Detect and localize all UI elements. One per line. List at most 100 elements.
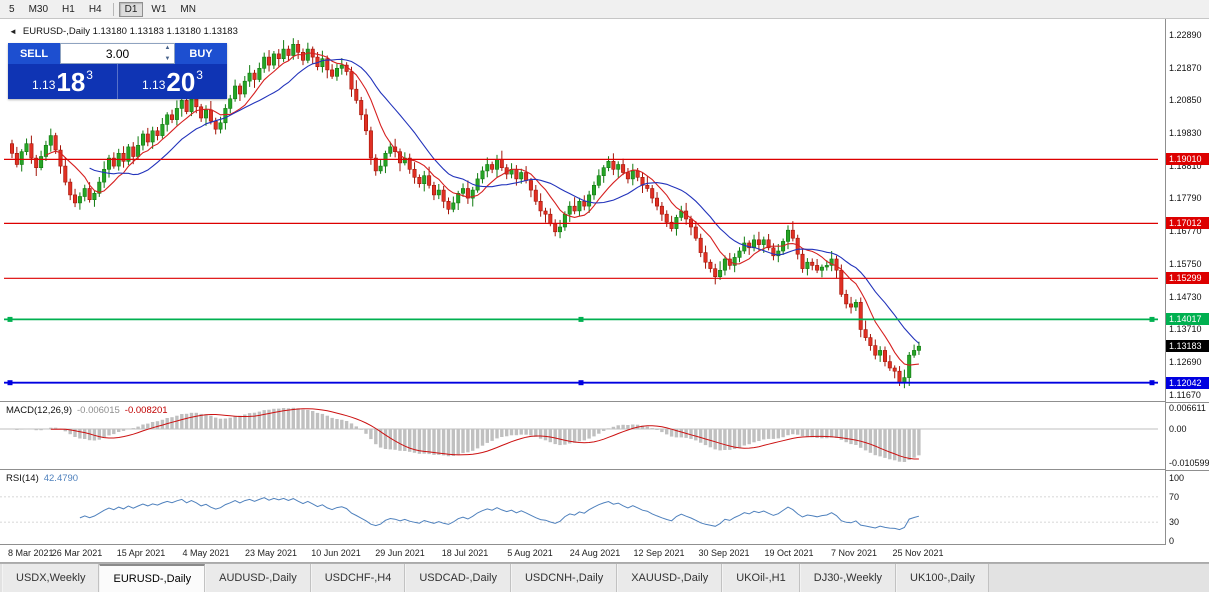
macd-histogram — [10, 407, 921, 462]
date-label: 4 May 2021 — [182, 548, 230, 558]
ma-slow-line — [89, 58, 920, 344]
line-handle[interactable] — [578, 316, 584, 322]
rsi-axis-tick: 0 — [1169, 536, 1175, 546]
timeframe-h4-button[interactable]: H4 — [88, 3, 102, 15]
date-label: 8 Mar 2021 — [8, 548, 54, 558]
date-label: 12 Sep 2021 — [633, 548, 685, 558]
time-axis: 8 Mar 2021 26 Mar 2021 15 Apr 2021 4 May 20… — [0, 545, 1209, 563]
price-tick: 1.18810 — [1169, 161, 1202, 171]
rsi-name: RSI(14) — [6, 473, 39, 484]
chart-tab-usdcnh-daily[interactable]: USDCNH-,Daily — [510, 564, 618, 592]
date-label: 19 Oct 2021 — [764, 548, 814, 558]
date-label: 5 Aug 2021 — [507, 548, 553, 558]
macd-axis-tick: -0.010599 — [1169, 458, 1209, 468]
date-label: 15 Apr 2021 — [116, 548, 166, 558]
timeframe-d1-button[interactable]: D1 — [118, 1, 144, 17]
timeframe-h1-button[interactable]: H1 — [62, 3, 75, 15]
price-tick: 1.11670 — [1169, 390, 1201, 400]
chart-tab-audusd-daily[interactable]: AUDUSD-,Daily — [205, 564, 311, 592]
sell-price-display[interactable]: 1.13 18 3 — [8, 64, 118, 99]
chart-ohlc-line: ◄ EURUSD-,Daily 1.13180 1.13183 1.13180 … — [9, 26, 238, 37]
toolbar-separator — [112, 2, 114, 16]
date-label: 7 Nov 2021 — [830, 548, 878, 558]
price-tick: 1.15750 — [1169, 259, 1202, 269]
price-line-1.14017[interactable] — [4, 316, 1158, 322]
ma-fast-line — [45, 52, 919, 366]
price-tick: 1.20850 — [1169, 95, 1202, 105]
chart-tab-usdcad-daily[interactable]: USDCAD-,Daily — [405, 564, 511, 592]
chart-tab-usdx-weekly[interactable]: USDX,Weekly — [2, 564, 100, 592]
price-axis: 1.22890 1.21870 1.20850 1.19830 1.18810 1.177… — [1165, 19, 1209, 546]
lot-decrease-button[interactable]: ▼ — [164, 56, 171, 62]
price-line-1.12042[interactable] — [4, 380, 1158, 386]
macd-label: MACD(12,26,9) -0.006015 -0.008201 — [6, 405, 168, 416]
chart-tab-dj30-weekly[interactable]: DJ30-,Weekly — [799, 564, 897, 592]
level-price-badge: 1.19010 — [1166, 153, 1209, 165]
timeframe-m30-button[interactable]: M30 — [28, 3, 49, 15]
rsi-label: RSI(14) 42.4790 — [6, 473, 78, 484]
rsi-axis-tick: 100 — [1169, 473, 1185, 483]
date-label: 23 May 2021 — [244, 548, 298, 558]
price-tick: 1.16770 — [1169, 226, 1202, 236]
one-click-trading-panel: SELL ▲ ▼ BUY 1.13 18 3 1.13 — [8, 43, 227, 99]
price-chart-canvas[interactable] — [0, 19, 1165, 401]
rsi-axis-tick: 70 — [1169, 492, 1180, 502]
chart-tab-ukoil-h1[interactable]: UKOil-,H1 — [722, 564, 800, 592]
chart-tabs: USDX,Weekly EURUSD-,Daily AUDUSD-,Daily USD… — [0, 563, 1209, 592]
buy-price-display[interactable]: 1.13 20 3 — [118, 64, 227, 99]
price-chart-panel[interactable]: ◄ EURUSD-,Daily 1.13180 1.13183 1.13180 … — [0, 19, 1165, 402]
macd-signal-value: -0.008201 — [124, 405, 168, 416]
level-price-badge: 1.17012 — [1166, 217, 1209, 229]
price-tick: 1.19830 — [1169, 128, 1202, 138]
timeframe-w1-button[interactable]: W1 — [151, 3, 167, 15]
sell-price-pipette: 3 — [86, 68, 93, 82]
panel-separator — [1166, 470, 1209, 471]
macd-canvas[interactable] — [0, 402, 1165, 469]
price-tick: 1.21870 — [1169, 63, 1202, 73]
chart-ohlc-info: EURUSD-,Daily 1.13180 1.13183 1.13180 1.… — [22, 26, 238, 37]
lot-size-input[interactable] — [61, 45, 174, 62]
level-price-badge: 1.12042 — [1166, 377, 1209, 389]
macd-name: MACD(12,26,9) — [6, 405, 72, 416]
date-label: 26 Mar 2021 — [51, 548, 103, 558]
line-handle[interactable] — [578, 380, 584, 386]
chart-tab-usdchf-h4[interactable]: USDCHF-,H4 — [310, 564, 406, 592]
timeframe-toolbar: 5 M30 H1 H4 D1 W1 MN — [0, 0, 1209, 19]
sell-price-pips: 18 — [56, 66, 86, 97]
lot-stepper[interactable]: ▲ ▼ — [162, 45, 173, 62]
macd-panel[interactable]: MACD(12,26,9) -0.006015 -0.008201 — [0, 402, 1165, 470]
timeframe-mn-button[interactable]: MN — [180, 3, 196, 15]
macd-axis-tick: 0.006611 — [1169, 403, 1206, 413]
buy-button[interactable]: BUY — [175, 43, 227, 64]
line-handle[interactable] — [7, 316, 13, 322]
panel-separator — [1166, 402, 1209, 403]
sell-price-prefix: 1.13 — [32, 78, 56, 92]
one-click-collapse-icon[interactable]: ◄ — [9, 26, 17, 36]
rsi-canvas[interactable] — [0, 470, 1165, 544]
chart-tab-uk100-daily[interactable]: UK100-,Daily — [896, 564, 989, 592]
date-label: 24 Aug 2021 — [569, 548, 621, 558]
chart-tab-eurusd-daily[interactable]: EURUSD-,Daily — [99, 564, 206, 592]
macd-main-value: -0.006015 — [77, 405, 120, 416]
macd-signal-line — [50, 408, 919, 460]
date-label: 30 Sep 2021 — [698, 548, 750, 558]
price-tick: 1.22890 — [1169, 30, 1202, 40]
rsi-panel[interactable]: RSI(14) 42.4790 — [0, 470, 1165, 545]
rsi-line — [79, 497, 920, 531]
date-label: 29 Jun 2021 — [375, 548, 425, 558]
date-label: 18 Jul 2021 — [441, 548, 489, 558]
sell-button[interactable]: SELL — [8, 43, 60, 64]
lot-size-field[interactable]: ▲ ▼ — [60, 43, 175, 64]
current-price-badge: 1.13183 — [1166, 340, 1209, 352]
chart-tab-xauusd-daily[interactable]: XAUUSD-,Daily — [617, 564, 723, 592]
level-price-badge: 1.14017 — [1166, 313, 1209, 325]
date-label: 10 Jun 2021 — [311, 548, 361, 558]
buy-price-pips: 20 — [166, 66, 196, 97]
lot-increase-button[interactable]: ▲ — [164, 45, 171, 51]
buy-price-prefix: 1.13 — [142, 78, 166, 92]
line-handle[interactable] — [1149, 316, 1155, 322]
line-handle[interactable] — [7, 380, 13, 386]
price-tick: 1.13710 — [1169, 324, 1202, 334]
timeframe-5-button[interactable]: 5 — [9, 3, 15, 15]
line-handle[interactable] — [1149, 380, 1155, 386]
